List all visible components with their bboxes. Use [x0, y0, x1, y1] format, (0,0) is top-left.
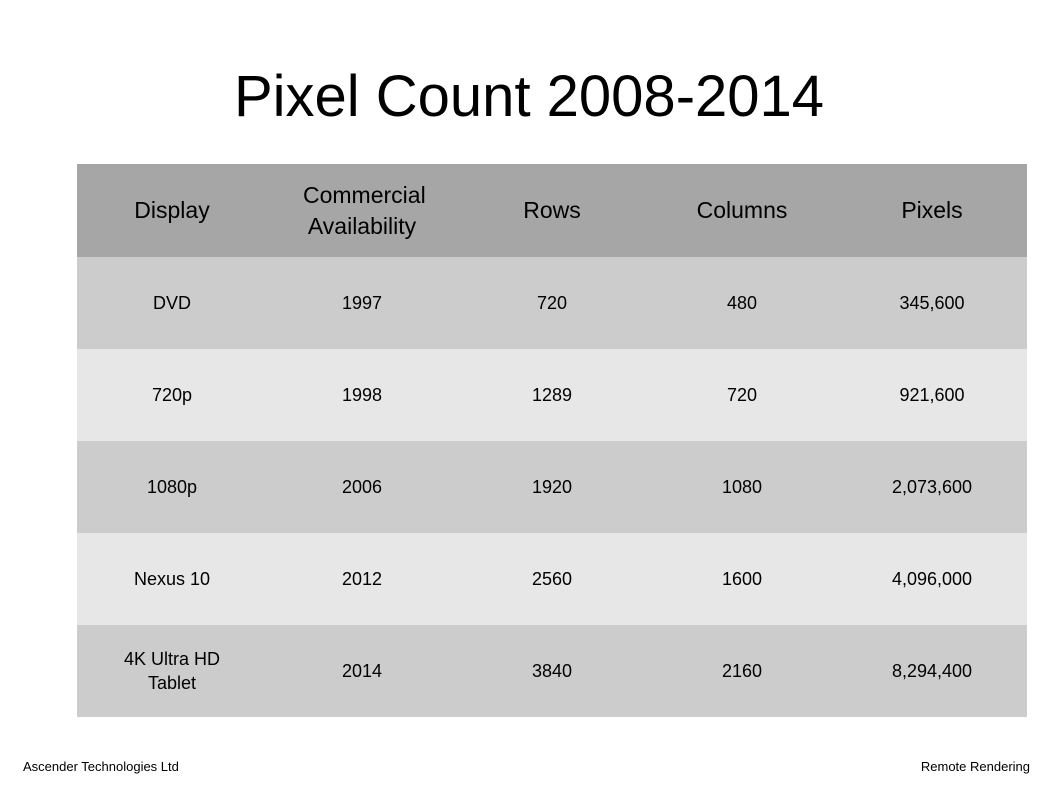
cell-rows: 1289	[531, 385, 573, 405]
cell-display: DVD	[152, 293, 191, 313]
cell-pixels: 345,600	[899, 293, 965, 313]
cell-columns: 2160	[721, 661, 763, 681]
cell-availability: 1997	[341, 293, 383, 313]
footer-topic: Remote Rendering	[920, 759, 1030, 774]
cell-availability: 2014	[341, 661, 383, 681]
cell-rows: 1920	[531, 477, 573, 497]
header-rows: Rows	[523, 197, 581, 223]
cell-display: 1080p	[146, 477, 198, 497]
cell-rows: 3840	[531, 661, 573, 681]
table-row: 4K Ultra HD Tablet 2014 3840 2160 8,294,…	[77, 625, 1027, 717]
cell-columns: 480	[726, 293, 758, 313]
cell-availability: 1998	[341, 385, 383, 405]
cell-display: 4K Ultra HD Tablet	[123, 649, 221, 693]
table-row: DVD 1997 720 480 345,600	[77, 257, 1027, 349]
cell-pixels: 4,096,000	[891, 569, 973, 589]
cell-pixels: 2,073,600	[891, 477, 973, 497]
slide-title: Pixel Count 2008-2014	[233, 64, 825, 129]
cell-pixels: 8,294,400	[891, 661, 973, 681]
header-columns: Columns	[696, 197, 788, 223]
table-row: 720p 1998 1289 720 921,600	[77, 349, 1027, 441]
cell-columns: 1080	[721, 477, 763, 497]
header-pixels: Pixels	[901, 197, 963, 223]
cell-rows: 2560	[531, 569, 573, 589]
header-display: Display	[134, 197, 210, 223]
cell-pixels: 921,600	[899, 385, 965, 405]
cell-columns: 720	[726, 385, 758, 405]
cell-rows: 720	[536, 293, 568, 313]
pixel-count-table: Display Commercial Availability Rows Col…	[77, 164, 1027, 717]
footer-company: Ascender Technologies Ltd	[23, 759, 179, 774]
cell-availability: 2006	[341, 477, 383, 497]
table-row: 1080p 2006 1920 1080 2,073,600	[77, 441, 1027, 533]
cell-availability: 2012	[341, 569, 383, 589]
cell-columns: 1600	[721, 569, 763, 589]
header-commercial-availability: Commercial Availability	[303, 181, 426, 239]
cell-display: 720p	[151, 385, 193, 405]
table-row: Nexus 10 2012 2560 1600 4,096,000	[77, 533, 1027, 625]
table-header-row: Display Commercial Availability Rows Col…	[77, 164, 1027, 257]
cell-display: Nexus 10	[133, 569, 211, 589]
